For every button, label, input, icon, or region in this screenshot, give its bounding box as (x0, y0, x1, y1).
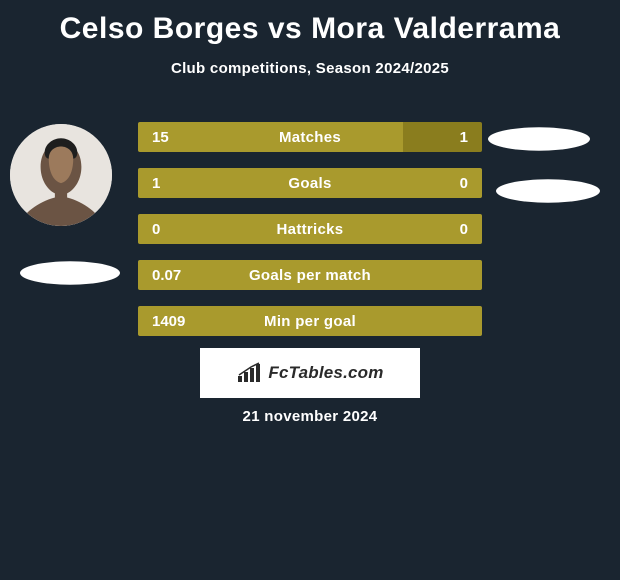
branding-box: FcTables.com (200, 348, 420, 398)
stat-value-right: 0 (460, 214, 468, 244)
stat-row-matches: 15 Matches 1 (138, 122, 482, 152)
stat-row-goals-per-match: 0.07 Goals per match (138, 260, 482, 290)
avatar-silhouette-icon (10, 124, 112, 226)
stat-label: Hattricks (138, 214, 482, 244)
bar-chart-icon (236, 362, 262, 384)
stat-row-min-per-goal: 1409 Min per goal (138, 306, 482, 336)
comparison-title: Celso Borges vs Mora Valderrama (0, 0, 620, 46)
stat-value-right: 1 (460, 122, 468, 152)
stat-label: Min per goal (138, 306, 482, 336)
snapshot-date: 21 november 2024 (0, 408, 620, 425)
stat-label: Goals per match (138, 260, 482, 290)
stat-label: Goals (138, 168, 482, 198)
stat-label: Matches (138, 122, 482, 152)
player-right-avatar (488, 127, 590, 150)
stat-row-hattricks: 0 Hattricks 0 (138, 214, 482, 244)
player-right-badge (496, 179, 600, 202)
player-left-avatar (10, 124, 112, 226)
branding-label: FcTables.com (268, 363, 383, 383)
stat-row-goals: 1 Goals 0 (138, 168, 482, 198)
comparison-subtitle: Club competitions, Season 2024/2025 (0, 60, 620, 77)
stats-rows: 15 Matches 1 1 Goals 0 0 Hattricks 0 0.0… (138, 122, 482, 352)
player-left-badge (20, 261, 120, 284)
stat-value-right: 0 (460, 168, 468, 198)
